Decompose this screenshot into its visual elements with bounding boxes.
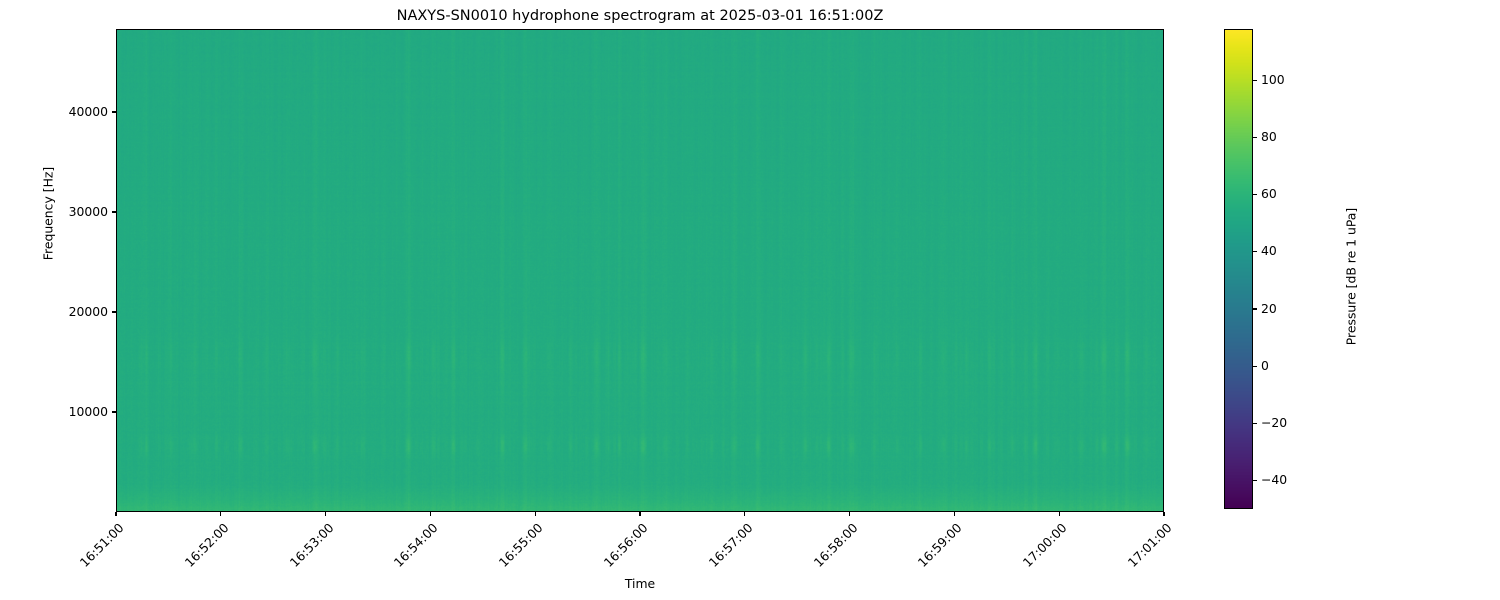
- colorbar-tick-label: 80: [1261, 129, 1277, 145]
- colorbar-tick-mark: [1253, 479, 1258, 482]
- x-tick-mark: [1058, 512, 1060, 517]
- colorbar-tick-label: 40: [1261, 243, 1277, 259]
- x-axis-label: Time: [624, 576, 656, 591]
- colorbar-tick-label: 100: [1261, 71, 1285, 87]
- spectrogram-heatmap: [117, 30, 1163, 511]
- y-tick-mark: [111, 111, 116, 113]
- x-tick-mark: [744, 512, 746, 517]
- y-tick-mark: [111, 311, 116, 313]
- y-axis-label: Frequency [Hz]: [40, 166, 56, 261]
- colorbar-tick-label: 20: [1261, 300, 1277, 316]
- colorbar-tick-mark: [1253, 79, 1258, 82]
- colorbar-tick-label: −20: [1261, 414, 1288, 430]
- spectrogram-axes: [116, 29, 1164, 512]
- x-tick-mark: [534, 512, 536, 517]
- y-tick-label: 40000: [68, 103, 108, 119]
- colorbar-tick-mark: [1253, 422, 1258, 424]
- colorbar-gradient: [1225, 30, 1252, 508]
- colorbar-label: Pressure [dB re 1 uPa]: [1343, 207, 1359, 346]
- colorbar-tick-mark: [1253, 365, 1258, 367]
- colorbar-tick-mark: [1253, 136, 1258, 139]
- x-tick-mark: [429, 512, 431, 517]
- x-tick-mark: [849, 512, 851, 517]
- x-tick-mark: [220, 512, 222, 517]
- y-tick-label: 10000: [68, 403, 108, 419]
- x-tick-mark: [1163, 512, 1165, 517]
- chart-title: NAXYS-SN0010 hydrophone spectrogram at 2…: [396, 8, 884, 24]
- x-tick-mark: [953, 512, 955, 517]
- colorbar-tick-label: 60: [1261, 186, 1277, 202]
- x-tick-mark: [115, 512, 117, 517]
- x-tick-mark: [325, 512, 327, 517]
- x-tick-mark: [639, 512, 641, 517]
- colorbar-tick-label: −40: [1261, 471, 1288, 487]
- y-tick-mark: [111, 411, 116, 413]
- y-tick-label: 30000: [68, 203, 108, 219]
- colorbar-tick-mark: [1253, 251, 1258, 253]
- colorbar-tick-mark: [1253, 308, 1258, 310]
- y-tick-mark: [111, 211, 116, 213]
- colorbar-tick-label: 0: [1261, 357, 1269, 373]
- colorbar: [1224, 29, 1253, 509]
- colorbar-tick-mark: [1253, 194, 1258, 196]
- y-tick-label: 20000: [68, 303, 108, 319]
